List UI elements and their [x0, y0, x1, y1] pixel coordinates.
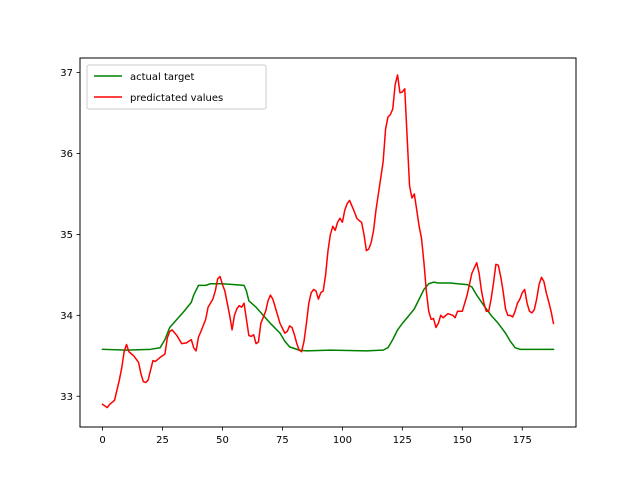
x-tick-label: 25 — [156, 435, 169, 446]
x-tick-label: 100 — [333, 435, 352, 446]
x-tick-label: 0 — [99, 435, 105, 446]
x-tick-label: 75 — [276, 435, 289, 446]
plot-area — [80, 58, 576, 427]
y-tick-label: 36 — [60, 149, 73, 160]
x-tick-label: 150 — [453, 435, 472, 446]
x-tick-label: 125 — [393, 435, 412, 446]
series-line-0 — [101, 281, 555, 352]
y-tick-label: 34 — [60, 311, 73, 322]
x-axis: 0 25 50 75 100 125 150 175 — [99, 427, 532, 446]
y-tick-label: 35 — [60, 230, 73, 241]
series-layer — [101, 74, 555, 409]
series-line-1 — [101, 74, 555, 409]
legend-label-1: predictated values — [130, 93, 223, 104]
y-tick-label: 37 — [60, 68, 73, 79]
plot-frame — [79, 57, 577, 428]
legend-label-0: actual target — [130, 72, 194, 83]
legend-box — [86, 64, 267, 110]
x-tick-label: 175 — [513, 435, 532, 446]
legend: actual target predictated values — [86, 64, 267, 110]
y-tick-label: 33 — [60, 392, 73, 403]
x-tick-label: 50 — [216, 435, 229, 446]
y-axis: 33 34 35 36 37 — [60, 68, 80, 403]
